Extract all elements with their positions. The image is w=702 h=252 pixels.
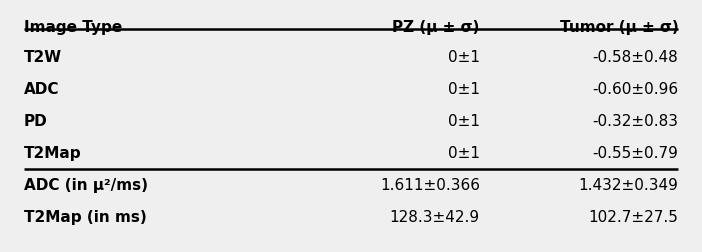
Text: 0±1: 0±1 bbox=[448, 50, 480, 65]
Text: -0.32±0.83: -0.32±0.83 bbox=[592, 114, 678, 129]
Text: 128.3±42.9: 128.3±42.9 bbox=[390, 210, 480, 225]
Text: T2Map (in ms): T2Map (in ms) bbox=[24, 210, 147, 225]
Text: 102.7±27.5: 102.7±27.5 bbox=[588, 210, 678, 225]
Text: ADC (in μ²/ms): ADC (in μ²/ms) bbox=[24, 178, 147, 193]
Text: 1.432±0.349: 1.432±0.349 bbox=[578, 178, 678, 193]
Text: Tumor (μ ± σ): Tumor (μ ± σ) bbox=[559, 20, 678, 35]
Text: 0±1: 0±1 bbox=[448, 114, 480, 129]
Text: ADC: ADC bbox=[24, 82, 59, 97]
Text: PZ (μ ± σ): PZ (μ ± σ) bbox=[392, 20, 480, 35]
Text: -0.60±0.96: -0.60±0.96 bbox=[592, 82, 678, 97]
Text: Image Type: Image Type bbox=[24, 20, 122, 35]
Text: 0±1: 0±1 bbox=[448, 146, 480, 161]
Text: T2Map: T2Map bbox=[24, 146, 81, 161]
Text: 0±1: 0±1 bbox=[448, 82, 480, 97]
Text: -0.55±0.79: -0.55±0.79 bbox=[592, 146, 678, 161]
Text: PD: PD bbox=[24, 114, 48, 129]
Text: -0.58±0.48: -0.58±0.48 bbox=[592, 50, 678, 65]
Text: T2W: T2W bbox=[24, 50, 62, 65]
Text: 1.611±0.366: 1.611±0.366 bbox=[380, 178, 480, 193]
